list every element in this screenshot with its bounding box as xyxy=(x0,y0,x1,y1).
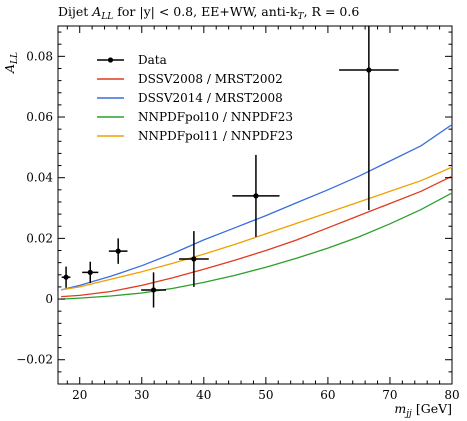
y-tick-label: −0.02 xyxy=(16,353,53,367)
data-marker xyxy=(63,274,69,280)
legend-item-2: DSSV2014 / MRST2008 xyxy=(97,91,283,105)
data-point-7 xyxy=(339,26,399,211)
y-tick-label: 0.08 xyxy=(26,49,53,63)
data-point-6 xyxy=(232,154,280,237)
y-axis-label: ALL xyxy=(2,52,20,74)
data-point-2 xyxy=(82,261,99,283)
chart-title: Dijet ALL for |y| < 0.8, EE+WW, anti-kT,… xyxy=(58,4,359,22)
plot-frame xyxy=(57,25,453,385)
data-marker xyxy=(366,67,372,73)
legend-label-data: Data xyxy=(138,53,167,67)
x-tick-label: 60 xyxy=(320,388,335,402)
data-marker xyxy=(253,193,259,199)
legend-item-4: NNPDFpol11 / NNPDF23 xyxy=(97,129,293,143)
data-point-5 xyxy=(178,231,209,287)
x-tick-label: 70 xyxy=(382,388,397,402)
data-point-4 xyxy=(141,272,166,308)
x-axis: 20 30 40 50 60 70 80 xyxy=(66,26,460,402)
x-tick-label: 40 xyxy=(196,388,211,402)
y-tick-label: 0.02 xyxy=(26,231,53,245)
x-tick-label: 80 xyxy=(444,388,459,402)
series-line-1 xyxy=(61,175,453,298)
legend-label-1: DSSV2008 / MRST2002 xyxy=(138,72,283,86)
legend-label-2: DSSV2014 / MRST2008 xyxy=(138,91,283,105)
x-axis-label: mjj [GeV] xyxy=(394,401,452,419)
data-marker xyxy=(191,256,197,262)
series-line-4 xyxy=(60,166,453,291)
x-tick-label: 50 xyxy=(258,388,273,402)
y-axis: −0.02 0 0.02 0.04 0.06 0.08 xyxy=(16,31,452,385)
series-line-3 xyxy=(61,192,453,300)
legend-item-data: Data xyxy=(97,53,167,67)
data-point-3 xyxy=(108,238,128,264)
legend-label-3: NNPDFpol10 / NNPDF23 xyxy=(138,110,293,124)
legend-marker-data xyxy=(107,57,114,63)
legend-item-1: DSSV2008 / MRST2002 xyxy=(97,72,283,86)
legend-item-3: NNPDFpol10 / NNPDF23 xyxy=(97,110,293,124)
legend: Data DSSV2008 / MRST2002 DSSV2014 / MRST20… xyxy=(97,53,293,143)
x-tick-label: 30 xyxy=(134,388,149,402)
data-marker xyxy=(150,287,157,293)
data-marker xyxy=(115,248,121,254)
data-point-1 xyxy=(61,266,71,288)
legend-label-4: NNPDFpol11 / NNPDF23 xyxy=(138,129,293,143)
data-marker xyxy=(87,269,93,275)
plot-area xyxy=(57,25,453,385)
series-line-2 xyxy=(60,124,453,291)
x-tick-label: 20 xyxy=(72,388,87,402)
y-tick-label: 0.04 xyxy=(26,171,53,185)
y-tick-label: 0 xyxy=(45,292,53,306)
y-tick-label: 0.06 xyxy=(26,110,53,124)
